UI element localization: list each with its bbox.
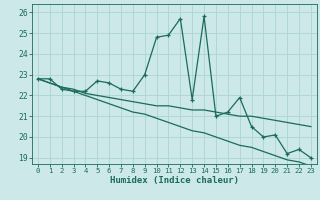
X-axis label: Humidex (Indice chaleur): Humidex (Indice chaleur) — [110, 176, 239, 185]
